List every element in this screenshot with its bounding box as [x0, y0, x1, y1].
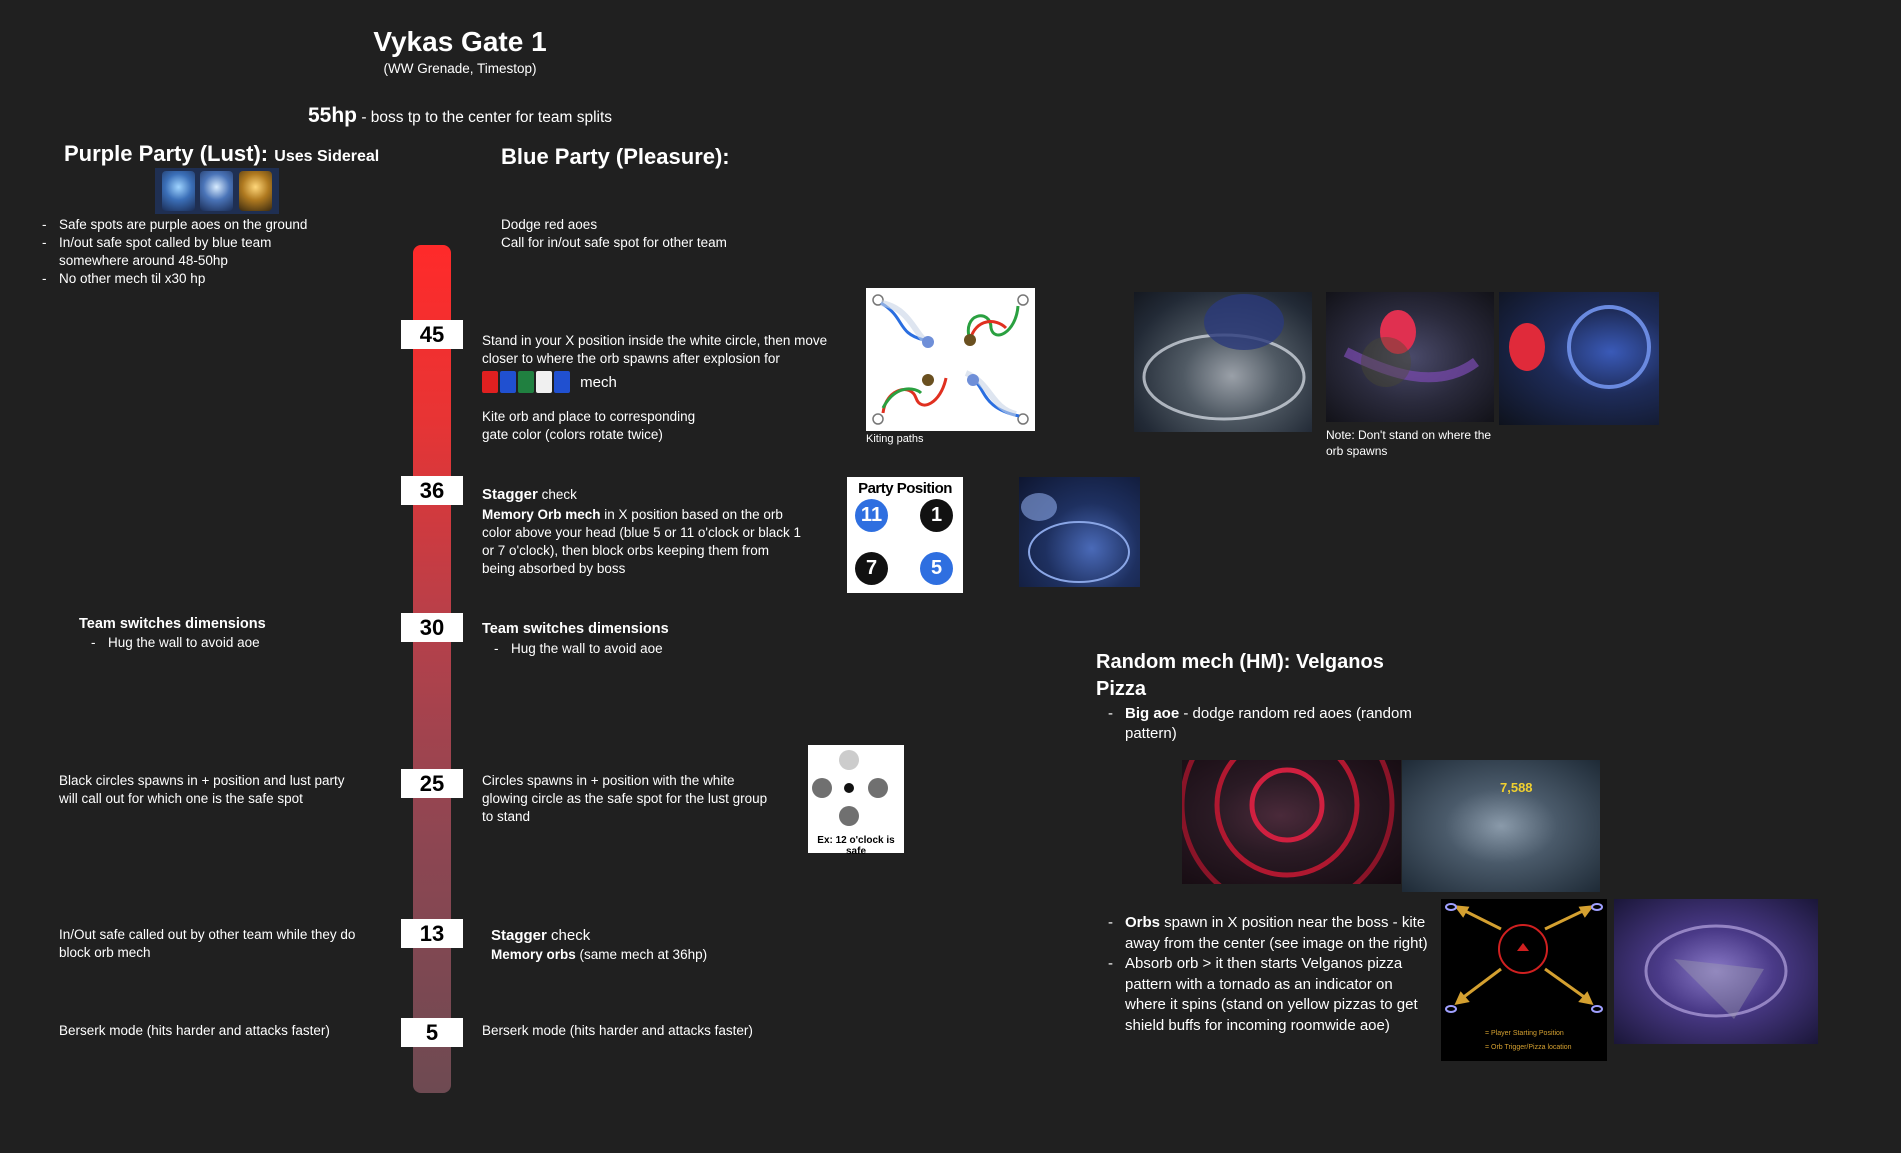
purple-30-list: Hug the wall to avoid aoe	[91, 634, 260, 652]
hp-marker-13: 13	[401, 919, 463, 948]
blue-30-title: Team switches dimensions	[482, 621, 669, 637]
random-mech-list: Big aoe - dodge random red aoes (random …	[1108, 704, 1448, 744]
blue-45-kite: Kite orb and place to corresponding gate…	[482, 409, 696, 442]
circles-example-image: Ex: 12 o'clock is safe	[808, 745, 904, 857]
gate-blue-icon	[554, 371, 570, 393]
blue-30-list: Hug the wall to avoid aoe	[494, 640, 663, 658]
hp-marker-36: 36	[401, 476, 463, 505]
purple-intro-list: Safe spots are purple aoes on the ground…	[42, 216, 332, 288]
orbs-text: spawn in X position near the boss - kite…	[1125, 914, 1428, 952]
circles-caption: Ex: 12 o'clock is safe	[817, 835, 895, 857]
list-item: Hug the wall to avoid aoe	[494, 640, 663, 658]
page-subtitle: (WW Grenade, Timestop)	[383, 61, 537, 76]
memory-orb-label: Memory Orb mech	[482, 507, 601, 522]
hp-marker-45: 45	[401, 320, 463, 349]
big-aoe-screenshot	[1182, 760, 1401, 884]
gate-green-icon	[518, 371, 534, 393]
stagger-label: Stagger	[491, 927, 547, 944]
orbs-label: Orbs	[1125, 914, 1161, 931]
random-mech-title: Random mech (HM): Velganos Pizza	[1096, 651, 1384, 700]
hp-marker-25: 25	[401, 769, 463, 798]
purple-25-text: Black circles spawns in + position and l…	[59, 773, 345, 806]
red-orb-screenshot	[1326, 292, 1494, 422]
stagger-check: check	[546, 927, 591, 944]
list-item: No other mech til x30 hp	[42, 270, 332, 288]
blue-13-stagger: Stagger check	[491, 927, 590, 944]
stagger-label: Stagger	[482, 486, 538, 503]
list-item: Big aoe - dodge random red aoes (random …	[1108, 704, 1448, 744]
page-title: Vykas Gate 1	[373, 26, 547, 57]
gate-blue-icon	[500, 371, 516, 393]
hp-marker-5: 5	[401, 1018, 463, 1047]
legend-player: = Player Starting Position	[1485, 1030, 1564, 1037]
hp-desc: - boss tp to the center for team splits	[357, 109, 613, 126]
kiting-paths-caption: Kiting paths	[866, 433, 924, 445]
hp-value: 55hp	[308, 104, 358, 127]
list-item: In/out safe spot called by blue team som…	[42, 234, 332, 270]
gate-white-icon	[536, 371, 552, 393]
purple-party-heading: Purple Party (Lust): Uses Sidereal	[64, 141, 379, 167]
purple-party-name: Purple Party (Lust):	[64, 141, 269, 166]
list-item: Hug the wall to avoid aoe	[91, 634, 260, 652]
blue-5-text: Berserk mode (hits harder and attacks fa…	[482, 1023, 753, 1038]
memory-orb-screenshot	[1019, 477, 1140, 587]
party-position-1: 1	[920, 499, 953, 532]
kiting-paths-image	[866, 288, 1035, 431]
list-item: Orbs spawn in X position near the boss -…	[1108, 913, 1433, 954]
gate-colors-row: mech	[482, 371, 617, 393]
memory-orbs-label: Memory orbs	[491, 947, 576, 962]
orb-spawn-screenshot	[1134, 292, 1312, 432]
orbs-list: Orbs spawn in X position near the boss -…	[1108, 913, 1433, 1036]
party-position-title: Party Position	[858, 480, 952, 497]
purple-5-text: Berserk mode (hits harder and attacks fa…	[59, 1023, 330, 1038]
orb-pair-screenshot	[1499, 292, 1659, 425]
gate-red-icon	[482, 371, 498, 393]
party-position-5: 5	[920, 552, 953, 585]
blue-party-name: Blue Party (Pleasure):	[501, 144, 730, 169]
big-aoe-text: - dodge random red aoes (random pattern)	[1125, 705, 1412, 742]
pizza-diagram: = Player Starting Position = Orb Trigger…	[1441, 899, 1607, 1061]
party-position-7: 7	[855, 552, 888, 585]
blue-25-text: Circles spawns in + position with the wh…	[482, 773, 768, 824]
blue-intro-2: Call for in/out safe spot for other team	[501, 235, 727, 250]
hp-marker-30: 30	[401, 613, 463, 642]
party-position-11: 11	[855, 499, 888, 532]
blue-45-text: Stand in your X position inside the whit…	[482, 333, 828, 366]
purple-party-note: Uses Sidereal	[274, 148, 380, 165]
list-item: Safe spots are purple aoes on the ground	[42, 216, 332, 234]
list-item: Absorb orb > it then starts Velganos piz…	[1108, 954, 1433, 1036]
hp-note: 55hp - boss tp to the center for team sp…	[308, 104, 612, 128]
big-aoe-label: Big aoe	[1125, 705, 1180, 722]
gold-card-icon	[239, 171, 273, 211]
blue-intro-1: Dodge red aoes	[501, 217, 598, 232]
memory-orb-text: in X position based on the orb color abo…	[482, 507, 802, 576]
blue-36-memory: Memory Orb mech in X position based on t…	[482, 506, 804, 578]
stagger-check: check	[537, 487, 577, 502]
orb-note: Note: Don't stand on where the orb spawn…	[1326, 428, 1492, 458]
party-position-image: Party Position 11 1 7 5	[847, 477, 963, 593]
purple-30-title: Team switches dimensions	[79, 616, 266, 632]
memory-orbs-text: (same mech at 36hp)	[575, 947, 708, 962]
blue-13-memory: Memory orbs (same mech at 36hp)	[491, 946, 707, 964]
damage-screenshot: 7,588	[1402, 760, 1600, 892]
damage-number: 7,588	[1500, 780, 1533, 795]
card-icon	[200, 171, 234, 211]
purple-party-icons	[155, 168, 279, 214]
tornado-screenshot	[1614, 899, 1818, 1044]
legend-orb: = Orb Trigger/Pizza location	[1485, 1044, 1572, 1051]
hp-timeline-bar	[413, 245, 451, 1093]
blue-36-stagger: Stagger check	[482, 486, 577, 504]
gate-mech-label: mech	[580, 373, 617, 391]
purple-13-text: In/Out safe called out by other team whi…	[59, 927, 356, 960]
lifestone-icon	[161, 171, 195, 211]
